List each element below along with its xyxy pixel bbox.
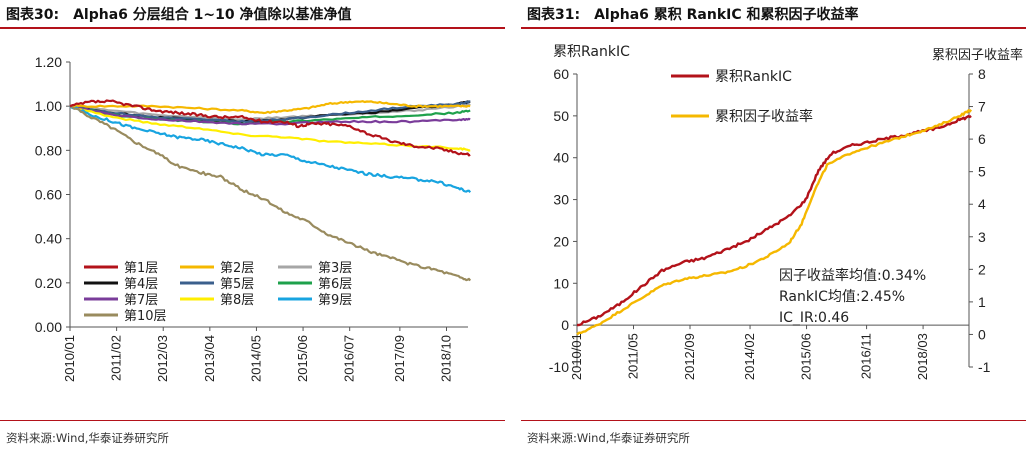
left-y-tick-label: 0.40: [35, 231, 62, 247]
right-figure-panel: 图表31: Alpha6 累积 RankIC 和累积因子收益率 -10 0 10 20 3…: [521, 0, 1026, 460]
left-x-tick-label: 2011/02: [109, 335, 124, 381]
right-annotation-text: RankIC均值:2.45%: [779, 289, 905, 305]
right-legend-label: 累积RankIC: [715, 69, 792, 85]
left-y-tick-label: 0.60: [35, 187, 62, 203]
right-series-line: [576, 109, 973, 336]
left-y-tick-label: 1.00: [35, 98, 62, 114]
left-title-rule: [0, 27, 505, 29]
left-legend-label: 第2层: [220, 261, 254, 276]
right-footer-rule: [521, 420, 1026, 421]
right-y-tick-label: 0: [561, 317, 569, 333]
left-y-tick-label: 0.20: [35, 275, 62, 291]
right-figure-title: 图表31: Alpha6 累积 RankIC 和累积因子收益率: [527, 4, 859, 24]
left-footer-rule: [0, 420, 505, 421]
right-y-tick-label: 50: [553, 108, 569, 124]
left-series-line: [69, 105, 472, 193]
right-annotation-text: 因子收益率均值:0.34%: [779, 267, 926, 284]
left-x-tick-label: 2010/01: [62, 335, 77, 382]
right-x-tick-label: 2011/05: [626, 333, 641, 379]
left-legend-label: 第1层: [124, 261, 158, 276]
left-legend-label: 第3层: [318, 261, 352, 276]
left-x-tick-label: 2015/06: [295, 335, 310, 382]
right-y2-tick-label: 3: [978, 229, 986, 245]
right-y2-tick-label: 8: [978, 66, 986, 82]
left-x-tick-label: 2012/03: [155, 335, 170, 382]
right-y2-tick-label: 6: [978, 131, 986, 147]
right-x-tick-label: 2014/02: [742, 333, 757, 380]
left-figure-caption: Alpha6 分层组合 1~10 净值除以基准净值: [73, 7, 352, 23]
left-series-line: [69, 102, 471, 121]
right-y-tick-label: 60: [553, 66, 569, 82]
left-y-tick-label: 0.80: [35, 142, 62, 158]
right-y2-tick-label: -1: [978, 359, 991, 375]
right-title-rule: [521, 27, 1026, 29]
left-x-tick-label: 2014/05: [248, 335, 263, 382]
left-line-chart: 0.00 0.20 0.40 0.60 0.80 1.00 1.20 2010/01 2011/…: [35, 54, 472, 382]
left-legend-label: 第4层: [124, 277, 158, 292]
left-legend-label: 第5层: [220, 277, 254, 292]
right-y2-tick-label: 4: [978, 196, 986, 212]
right-y-tick-label: -10: [549, 359, 569, 375]
right-y2-tick-label: 1: [978, 294, 986, 310]
right-legend-label: 累积因子收益率: [715, 108, 813, 125]
right-figure-caption: Alpha6 累积 RankIC 和累积因子收益率: [594, 7, 859, 23]
right-y-tick-label: 20: [553, 233, 569, 249]
left-x-tick-label: 2013/04: [202, 335, 217, 382]
left-series-line: [69, 100, 471, 115]
left-x-tick-label: 2018/10: [438, 335, 453, 382]
left-y-tick-label: 0.00: [35, 319, 62, 335]
right-y2-tick-label: 2: [978, 261, 986, 277]
right-source-note: 资料来源:Wind,华泰证券研究所: [527, 431, 690, 445]
left-figure-panel: 图表30: Alpha6 分层组合 1~10 净值除以基准净值 0.00 0.20 0…: [0, 0, 505, 460]
left-legend-label: 第10层: [124, 309, 167, 324]
right-series-line: [576, 114, 972, 327]
right-x-tick-label: 2016/11: [859, 333, 874, 379]
right-x-tick-label: 2018/03: [915, 333, 930, 380]
left-legend-label: 第9层: [318, 293, 352, 308]
left-figure-number: 图表30:: [6, 7, 60, 23]
right-right-axis-title: 累积因子收益率: [932, 47, 1023, 63]
left-source-note: 资料来源:Wind,华泰证券研究所: [6, 431, 169, 445]
right-x-tick-label: 2015/06: [799, 333, 814, 380]
left-x-tick-label: 2017/09: [392, 335, 407, 382]
right-y-tick-label: 40: [553, 150, 569, 166]
left-legend-label: 第6层: [318, 277, 352, 292]
left-series-line: [69, 99, 471, 157]
left-y-tick-label: 1.20: [35, 54, 62, 70]
left-figure-title: 图表30: Alpha6 分层组合 1~10 净值除以基准净值: [6, 4, 351, 24]
left-series-line: [69, 105, 471, 126]
left-x-tick-label: 2016/07: [342, 335, 357, 382]
right-y-tick-label: 10: [553, 275, 569, 291]
right-left-axis-title: 累积RankIC: [553, 44, 630, 60]
right-y2-tick-label: 7: [978, 99, 986, 115]
left-series-line: [69, 105, 472, 282]
right-y2-tick-label: 5: [978, 164, 986, 180]
right-y2-tick-label: 0: [978, 326, 986, 342]
left-legend-label: 第8层: [220, 293, 254, 308]
right-annotation-text: IC_IR:0.46: [779, 310, 849, 326]
right-x-tick-label: 2012/09: [682, 333, 697, 380]
right-x-tick-label: 2010/01: [569, 333, 584, 380]
right-figure-number: 图表31:: [527, 7, 581, 23]
right-y-tick-label: 30: [553, 192, 569, 208]
left-legend-label: 第7层: [124, 293, 158, 308]
